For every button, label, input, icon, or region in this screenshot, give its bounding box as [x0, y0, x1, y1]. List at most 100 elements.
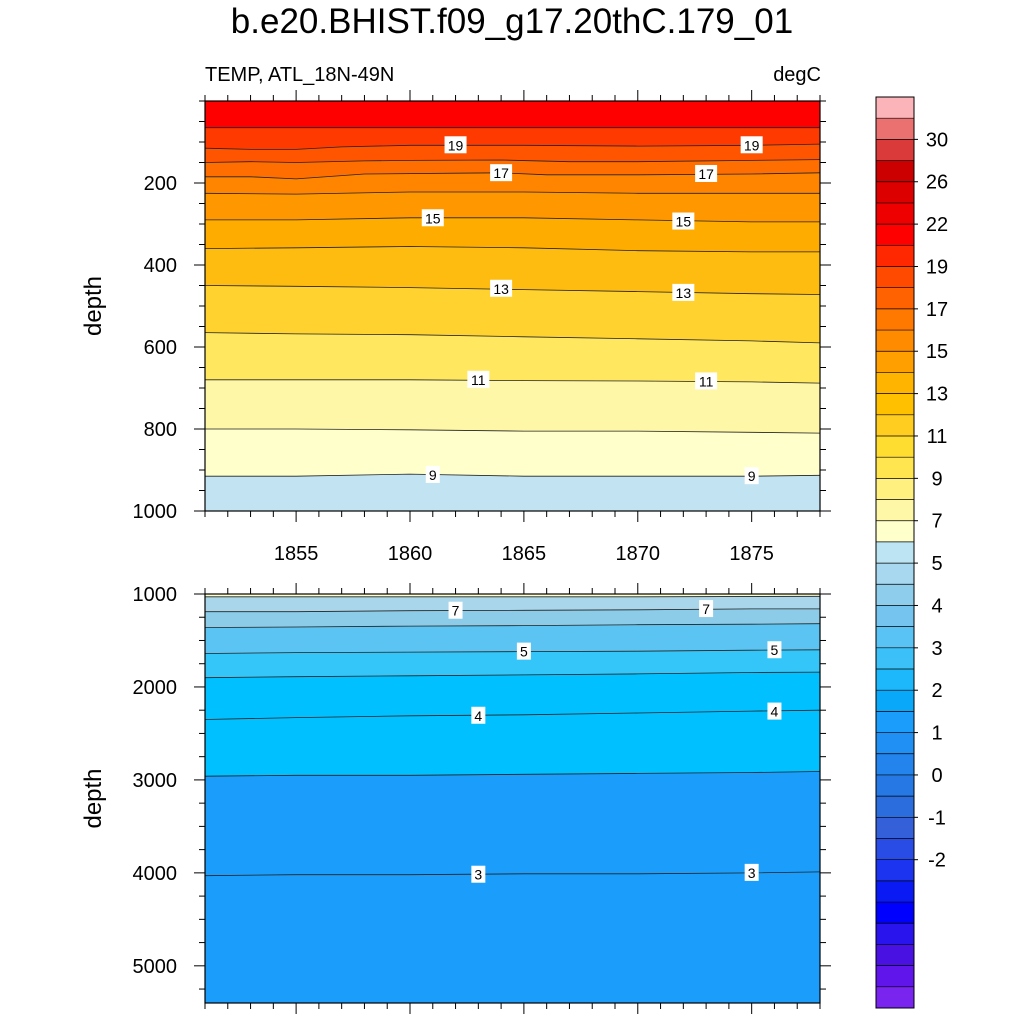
- contour-line-12: [205, 332, 820, 344]
- contour-label: 13: [676, 285, 692, 301]
- colorbar-label: 1: [931, 723, 942, 745]
- colorbar-swatch: [876, 160, 914, 183]
- contour-label: 15: [676, 214, 692, 230]
- colorbar-label: 5: [931, 553, 942, 575]
- colorbar-swatch: [876, 774, 914, 797]
- contour-label: 7: [702, 601, 710, 617]
- colorbar-swatch: [876, 435, 914, 458]
- colorbar-label: 11: [927, 426, 948, 448]
- contour-label-box: [672, 212, 695, 230]
- contour-label: 11: [699, 373, 714, 389]
- contour-label-box: [421, 209, 444, 227]
- colorbar-swatch: [876, 965, 914, 988]
- y-tick-label: 2000: [133, 677, 178, 699]
- colorbar-label: 4: [931, 595, 942, 617]
- contour-label: 3: [474, 867, 482, 883]
- colorbar-swatch: [876, 97, 914, 119]
- contour-line-3.5: [205, 771, 820, 777]
- colorbar-swatch: [876, 944, 914, 966]
- colorbar-swatch: [876, 118, 914, 140]
- contour-line-8: [205, 595, 820, 598]
- contour-label-box: [740, 136, 763, 154]
- units-label: degC: [773, 64, 821, 86]
- contour-line-6: [205, 623, 820, 628]
- colorbar-swatch: [876, 923, 914, 945]
- contour-label-box: [695, 164, 718, 182]
- colorbar-swatch: [876, 266, 914, 288]
- contour-label: 11: [471, 372, 486, 388]
- y-tick-label: 400: [144, 255, 177, 277]
- y-axis-label: depth: [80, 276, 107, 336]
- contour-label-box: [490, 279, 513, 297]
- contour-label: 9: [748, 468, 756, 484]
- colorbar: 30 26 22 19 17 15 13 11 9 7 5 4 3 2 1 0 -1 -2: [875, 96, 948, 1009]
- colorbar-swatch: [876, 753, 914, 776]
- colorbar-swatch: [876, 880, 914, 903]
- contour-line-7: [205, 608, 820, 613]
- colorbar-swatch: [876, 308, 914, 331]
- contour-label-box: [672, 283, 695, 301]
- colorbar-swatch: [876, 817, 914, 839]
- colorbar-swatch: [876, 224, 914, 246]
- colorbar-swatch: [876, 605, 914, 627]
- contour-label-box: [767, 702, 782, 720]
- colorbar-swatch: [876, 669, 914, 691]
- colorbar-label: 7: [931, 511, 942, 533]
- colorbar-swatch: [876, 902, 914, 924]
- contour-line-4.5: [205, 671, 820, 679]
- lower-panel: 7 7 5 5 4 4 3 3 1000 2000 3000 4000 5000 depth: [80, 583, 831, 1014]
- colorbar-swatch: [876, 563, 914, 585]
- colorbar-swatch: [876, 181, 914, 204]
- contour-label: 4: [474, 708, 482, 724]
- colorbar-swatch: [876, 139, 914, 161]
- colorbar-swatch: [876, 457, 914, 479]
- colorbar-swatch: [876, 732, 914, 755]
- colorbar-swatch: [876, 330, 914, 352]
- contour-label: 4: [771, 704, 779, 720]
- lower-band-3: [205, 871, 820, 1003]
- contour-label-box: [490, 164, 513, 182]
- contour-line-10: [205, 428, 820, 434]
- colorbar-swatch: [876, 711, 914, 733]
- colorbar-swatch: [876, 647, 914, 670]
- contour-line-18: [205, 159, 820, 163]
- chart-title: b.e20.BHIST.f09_g17.20thC.179_01: [230, 2, 794, 41]
- y-tick-label: 4000: [133, 863, 178, 885]
- colorbar-swatch: [876, 393, 914, 416]
- contour-label-box: [471, 865, 486, 883]
- colorbar-label: -1: [928, 807, 946, 829]
- colorbar-swatch: [876, 690, 914, 712]
- colorbar-swatch: [876, 796, 914, 818]
- contour-line-16: [205, 191, 820, 195]
- lower-frame: [204, 593, 821, 1004]
- colorbar-label: 15: [926, 341, 948, 363]
- contour-label: 15: [425, 210, 441, 226]
- contour-label-box: [425, 465, 440, 483]
- colorbar-swatch: [876, 287, 914, 310]
- contour-line-14: [205, 246, 820, 253]
- upper-fill-bands: [205, 101, 820, 511]
- contour-label: 3: [748, 865, 756, 881]
- contour-label: 19: [448, 137, 464, 153]
- contour-label: 5: [520, 644, 528, 660]
- upper-contour-lines: [205, 127, 820, 477]
- contour-line-15: [205, 217, 820, 223]
- contour-label: 13: [493, 281, 509, 297]
- upper-band-9: [205, 474, 820, 511]
- colorbar-swatch: [876, 414, 914, 437]
- y-tick-label: 1000: [133, 501, 178, 523]
- colorbar-swatch: [876, 499, 914, 522]
- variable-label: TEMP, ATL_18N-49N: [205, 64, 395, 86]
- colorbar-swatch: [876, 372, 914, 394]
- colorbar-label: 0: [931, 765, 942, 787]
- contour-label-box: [699, 600, 714, 618]
- colorbar-label: 3: [931, 638, 942, 660]
- colorbar-swatch: [876, 838, 914, 860]
- colorbar-label: -2: [928, 850, 946, 872]
- colorbar-swatch: [876, 520, 914, 543]
- contour-label-box: [471, 706, 486, 724]
- colorbar-swatch: [876, 478, 914, 500]
- colorbar-swatch: [876, 202, 914, 225]
- colorbar-swatch: [876, 245, 914, 267]
- colorbar-label: 26: [926, 172, 948, 194]
